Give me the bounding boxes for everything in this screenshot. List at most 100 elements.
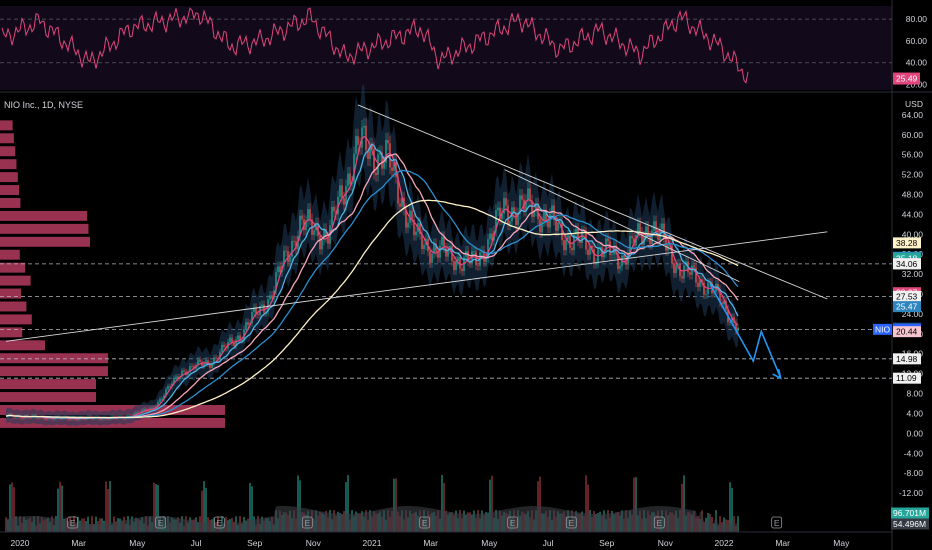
x-tick-label: Mar — [71, 538, 86, 548]
candle-body — [439, 245, 441, 258]
candle-body — [261, 304, 263, 307]
candle-body — [189, 366, 191, 373]
candle-body — [285, 250, 287, 252]
volume-bar — [443, 482, 445, 532]
candle-body — [649, 236, 651, 245]
candle-body — [529, 188, 531, 201]
candle-body — [601, 247, 603, 258]
volume-tag-value: 54.496M — [893, 519, 926, 529]
rsi-tick-label: 40.00 — [906, 58, 928, 68]
candle-body — [581, 230, 583, 244]
candle-body — [553, 205, 555, 220]
earnings-marker-label: E — [216, 518, 222, 528]
candle-body — [247, 322, 249, 325]
candle-body — [603, 252, 605, 258]
candle-body — [657, 232, 659, 241]
volume-profile-bar — [0, 236, 90, 247]
candle-body — [319, 236, 321, 250]
candle-body — [145, 409, 147, 411]
candle-body — [245, 322, 247, 330]
candle-body — [349, 173, 351, 185]
volume-profile-bar — [0, 185, 20, 196]
price-tag-value: 27.53 — [896, 291, 918, 301]
volume-bar — [13, 487, 15, 532]
price-tag-value: 14.98 — [896, 354, 918, 364]
x-tick-label: Sep — [599, 538, 614, 548]
volume-bar — [109, 481, 111, 532]
candle-body — [579, 240, 581, 244]
trendline — [357, 104, 828, 300]
candle-body — [447, 248, 449, 257]
candle-body — [407, 222, 409, 228]
candle-body — [641, 232, 643, 245]
candle-body — [15, 416, 17, 418]
volume-profile-bar — [0, 301, 27, 312]
x-tick-label: 2020 — [11, 538, 30, 548]
price-tag-value: 11.09 — [896, 373, 917, 383]
candle-body — [387, 140, 389, 144]
x-tick-label: 2022 — [715, 538, 734, 548]
candle-body — [717, 283, 719, 290]
volume-bar — [395, 478, 397, 532]
x-tick-label: Jul — [543, 538, 554, 548]
rsi-current-value: 25.49 — [896, 74, 918, 84]
candle-body — [467, 251, 469, 262]
volume-bar — [587, 484, 589, 532]
price-tick-label: 8.00 — [906, 389, 923, 399]
candle-body — [399, 203, 401, 207]
candle-body — [629, 236, 631, 253]
volume-bar — [9, 484, 11, 532]
candle-body — [361, 127, 363, 148]
x-tick-label: Jul — [191, 538, 202, 548]
price-tick-label: 40.00 — [902, 229, 924, 239]
candle-body — [539, 219, 541, 233]
earnings-marker-label: E — [568, 518, 574, 528]
price-tag-value: 34.06 — [896, 259, 918, 269]
candle-body — [509, 221, 511, 225]
candle-body — [483, 250, 485, 262]
candle-body — [461, 268, 463, 272]
earnings-marker — [565, 516, 577, 529]
candle-body — [491, 233, 493, 241]
volume-bar — [729, 482, 731, 532]
candle-body — [143, 409, 145, 411]
price-tag-value: 20.44 — [896, 327, 918, 337]
candle-body — [477, 265, 479, 266]
price-tick-label: 60.00 — [902, 130, 924, 140]
candle-body — [339, 185, 341, 197]
earnings-marker-label: E — [158, 518, 164, 528]
candle-body — [375, 172, 377, 176]
earnings-marker-label: E — [774, 518, 780, 528]
candle-body — [541, 221, 543, 233]
candle-body — [353, 153, 355, 183]
candle-body — [623, 255, 625, 258]
candle-body — [567, 235, 569, 240]
candle-body — [367, 150, 369, 159]
x-tick-label: Nov — [658, 538, 674, 548]
candle-body — [547, 220, 549, 228]
candle-body — [593, 248, 595, 264]
candle-body — [277, 266, 279, 273]
candle-body — [517, 213, 519, 225]
candle-body — [565, 239, 567, 251]
currency-label: USD — [905, 99, 923, 109]
candle-body — [21, 417, 23, 419]
volume-bar — [633, 477, 635, 532]
candle-body — [545, 209, 547, 221]
candle-body — [177, 376, 179, 379]
candle-body — [699, 279, 701, 287]
candle-body — [609, 241, 611, 256]
earnings-marker — [67, 516, 79, 529]
volume-bar — [393, 478, 395, 532]
candle-body — [373, 148, 375, 173]
earnings-marker — [653, 516, 665, 529]
candle-body — [551, 205, 553, 214]
volume-profile-bar — [0, 340, 45, 351]
candle-body — [723, 301, 725, 305]
volume-bar — [203, 481, 205, 532]
volume-average-area — [6, 506, 738, 532]
candle-body — [267, 299, 269, 312]
volume-bar — [297, 475, 299, 532]
candle-body — [151, 408, 153, 409]
